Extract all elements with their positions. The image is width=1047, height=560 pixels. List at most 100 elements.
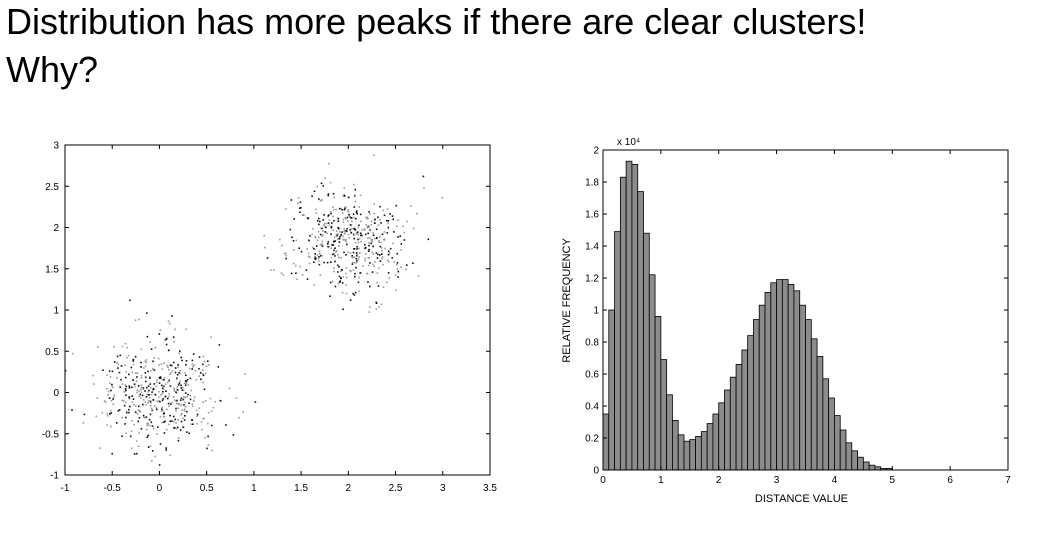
scatter-point	[175, 410, 177, 412]
scatter-point	[315, 208, 317, 211]
scatter-point	[313, 284, 316, 286]
scatter-point	[176, 377, 178, 379]
histogram-bar	[770, 282, 777, 471]
scatter-point	[132, 360, 135, 362]
scatter-point	[156, 433, 158, 435]
histogram-bar	[851, 450, 858, 471]
histogram-bar	[648, 274, 656, 471]
scatter-point	[330, 256, 333, 259]
scatter-point	[180, 384, 182, 387]
scatter-point	[150, 407, 153, 410]
scatter-point	[354, 272, 356, 275]
scatter-point	[199, 372, 202, 374]
scatter-point	[151, 425, 154, 427]
y-axis-title: RELATIVE FREQUENCY	[561, 238, 573, 363]
scatter-point	[338, 275, 341, 278]
scatter-point	[133, 383, 136, 385]
scatter-point	[133, 453, 136, 455]
scatter-point	[162, 413, 165, 415]
scatter-point	[189, 394, 192, 397]
scatter-point	[173, 361, 175, 364]
scatter-point	[311, 246, 314, 249]
histogram-bars	[602, 160, 893, 471]
scatter-point	[151, 450, 154, 452]
scatter-point	[328, 214, 330, 216]
scatter-point	[367, 250, 370, 252]
scatter-point	[170, 403, 172, 405]
scatter-point	[322, 219, 324, 221]
scatter-point	[373, 203, 375, 205]
scatter-point	[102, 369, 104, 371]
scatter-point	[359, 213, 362, 216]
scatter-point	[318, 217, 320, 220]
scatter-point	[168, 393, 170, 395]
x-tick-label: -1	[61, 483, 70, 494]
scatter-point	[183, 410, 186, 412]
scatter-point	[118, 371, 121, 374]
scatter-point	[141, 394, 144, 397]
scatter-point	[354, 275, 356, 278]
scatter-point	[168, 423, 170, 426]
scatter-point	[154, 394, 157, 396]
scatter-point	[363, 228, 365, 230]
scatter-point	[131, 395, 133, 397]
scatter-point	[146, 428, 148, 431]
scatter-point	[191, 363, 194, 366]
scatter-point	[383, 214, 386, 217]
x-tick-label: 2.5	[389, 483, 403, 494]
scatter-point	[169, 420, 172, 423]
scatter-point	[382, 286, 385, 288]
scatter-point	[177, 364, 179, 366]
scatter-point	[113, 345, 115, 348]
scatter-point	[281, 244, 283, 247]
scatter-point	[342, 195, 344, 197]
scatter-point	[136, 391, 138, 394]
scatter-point	[146, 335, 149, 338]
scatter-point	[297, 202, 299, 205]
scatter-point	[345, 292, 348, 295]
x-tick-label: 4	[832, 475, 838, 486]
scatter-point	[183, 419, 186, 421]
scatter-point	[405, 268, 408, 271]
scatter-point	[317, 230, 320, 233]
scatter-point	[147, 402, 149, 404]
scatter-point	[147, 434, 149, 437]
scatter-point	[129, 405, 131, 408]
scatter-point	[332, 244, 335, 246]
scatter-point	[375, 308, 378, 310]
scatter-point	[372, 263, 374, 266]
scatter-point	[188, 432, 190, 435]
scatter-point	[140, 366, 142, 368]
scatter-point	[343, 228, 345, 230]
scatter-point	[372, 234, 375, 236]
scatter-point	[159, 394, 162, 396]
scatter-point	[292, 262, 295, 265]
scatter-point	[285, 257, 287, 260]
scatter-point	[377, 253, 379, 256]
scatter-point	[352, 292, 354, 295]
scatter-point	[128, 387, 131, 389]
y-tick-label: 1.2	[585, 274, 599, 285]
scatter-point	[151, 409, 154, 412]
scatter-point	[328, 219, 331, 222]
scatter-point	[188, 402, 190, 404]
scatter-point	[417, 275, 420, 277]
scatter-point	[190, 389, 192, 392]
scatter-point	[330, 212, 332, 215]
x-tick-label: 3	[440, 483, 446, 494]
scatter-point	[403, 239, 406, 241]
scatter-point	[174, 418, 177, 421]
scatter-point	[338, 256, 340, 259]
scatter-point	[381, 247, 383, 249]
scatter-point	[295, 239, 298, 242]
scatter-point	[339, 277, 342, 279]
scatter-point	[396, 262, 399, 264]
scatter-point	[343, 208, 346, 211]
y-tick-label: 0.4	[585, 402, 599, 413]
scatter-point	[202, 373, 204, 375]
scatter-point	[359, 194, 362, 197]
scatter-point	[335, 230, 338, 232]
scatter-point	[400, 249, 402, 251]
scatter-point	[147, 370, 149, 373]
scatter-point	[162, 390, 164, 393]
